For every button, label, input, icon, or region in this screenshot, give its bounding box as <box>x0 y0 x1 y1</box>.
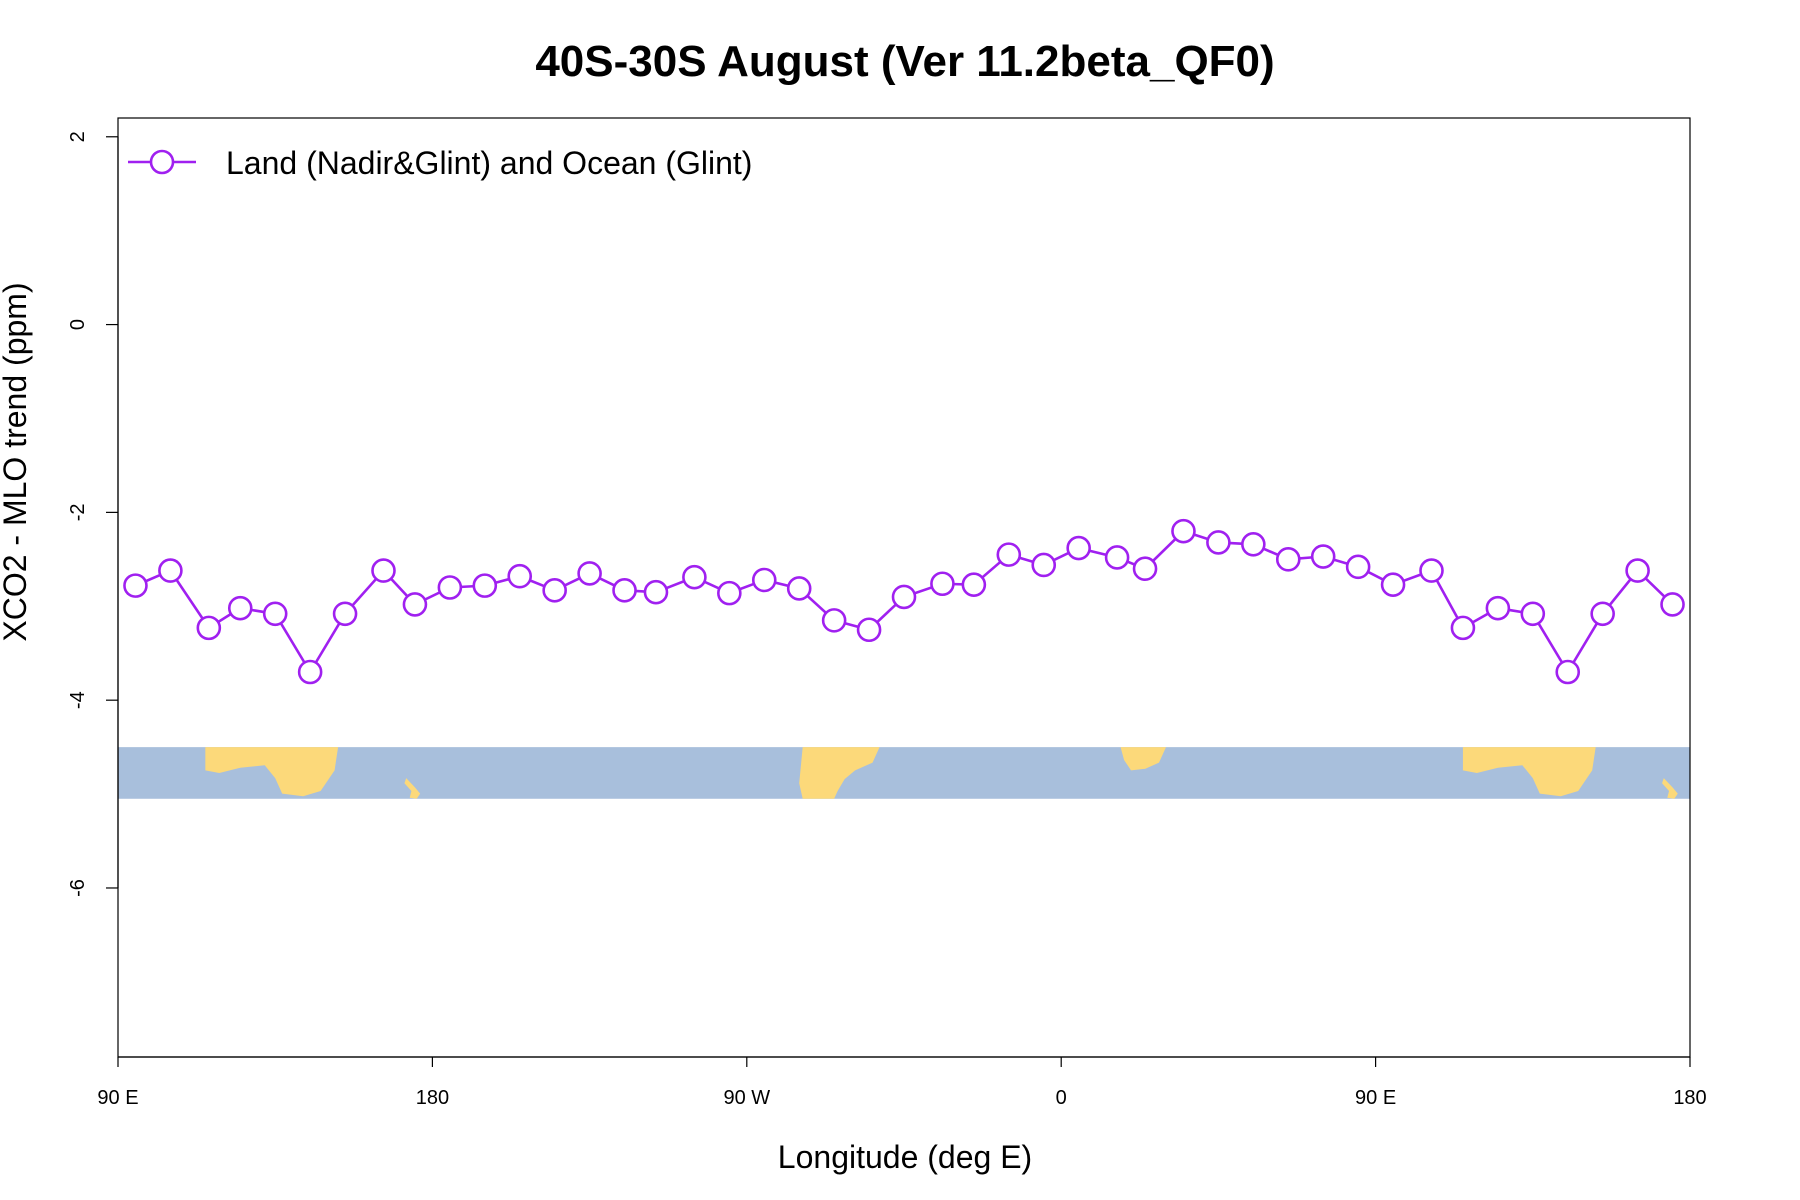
australia-land <box>205 747 339 797</box>
data-point <box>1275 547 1301 572</box>
y-tick-label: -4 <box>67 691 89 709</box>
data-point <box>332 601 358 627</box>
x-tick-label: 90 W <box>723 1087 770 1109</box>
y-tick-label: 0 <box>67 319 89 330</box>
data-point <box>643 579 669 605</box>
data-point <box>786 576 812 601</box>
data-point <box>371 558 396 583</box>
x-tick-label: 90 E <box>97 1087 138 1109</box>
data-point <box>1419 558 1444 583</box>
data-point <box>472 573 498 598</box>
data-point <box>158 558 183 583</box>
map-strip <box>118 747 1690 799</box>
chart-title: 40S-30S August (Ver 11.2beta_QF0) <box>535 37 1274 86</box>
data-point <box>682 564 707 590</box>
y-tick-label: -2 <box>67 503 89 521</box>
land-masses <box>205 747 1678 799</box>
x-tick-label: 180 <box>1673 1087 1706 1109</box>
data-point <box>1031 552 1057 578</box>
new-zealand-land <box>404 778 421 799</box>
data-point <box>196 615 222 641</box>
data-point <box>856 617 882 643</box>
data-point <box>577 561 602 586</box>
data-point <box>437 575 463 600</box>
x-axis: 90 E 180 90 W 0 90 E 180 <box>97 1056 1707 1109</box>
y-axis-label: XCO2 - MLO trend (ppm) <box>0 282 33 641</box>
series-layer <box>123 518 1685 685</box>
data-point <box>1241 532 1266 557</box>
data-point <box>123 573 148 598</box>
data-point <box>612 578 637 603</box>
legend-marker <box>149 149 175 175</box>
data-point <box>1625 558 1650 583</box>
africa-land <box>1120 747 1166 771</box>
data-point <box>751 567 777 593</box>
data-point <box>402 592 428 617</box>
data-point <box>930 571 955 597</box>
data-point <box>891 584 917 610</box>
y-tick-label: 2 <box>67 131 89 142</box>
australia-land <box>1462 747 1596 797</box>
data-point <box>1132 556 1158 582</box>
x-tick-label: 90 E <box>1355 1087 1396 1109</box>
data-point <box>961 572 987 597</box>
legend-label: Land (Nadir&Glint) and Ocean (Glint) <box>226 145 752 181</box>
x-tick-label: 180 <box>416 1087 449 1109</box>
data-point <box>1206 530 1231 555</box>
new-zealand-land <box>1662 778 1678 799</box>
data-point <box>1171 518 1196 544</box>
data-point <box>297 659 323 685</box>
data-point <box>542 578 567 603</box>
data-point <box>1590 601 1615 627</box>
x-tick-label: 0 <box>1056 1087 1067 1109</box>
y-tick-label: -6 <box>67 879 89 897</box>
data-point <box>1345 554 1371 580</box>
data-point <box>996 542 1022 567</box>
data-point <box>1104 545 1130 570</box>
data-point <box>262 601 288 627</box>
data-point <box>1380 572 1406 597</box>
data-point <box>821 608 847 633</box>
y-axis: 2 0 -2 -4 -6 <box>67 131 119 897</box>
data-point <box>1485 595 1511 621</box>
data-point <box>1555 659 1581 685</box>
data-point <box>507 563 533 589</box>
data-point <box>227 595 253 621</box>
ocean-strip <box>118 747 1690 799</box>
south-america-land <box>799 747 880 799</box>
x-axis-label: Longitude (deg E) <box>778 1139 1032 1175</box>
data-point <box>1066 535 1091 561</box>
legend: Land (Nadir&Glint) and Ocean (Glint) <box>128 145 752 181</box>
data-point <box>1310 544 1336 569</box>
data-point <box>1450 615 1476 641</box>
data-point <box>1660 592 1685 617</box>
data-point <box>1520 601 1546 627</box>
data-point <box>717 580 742 606</box>
